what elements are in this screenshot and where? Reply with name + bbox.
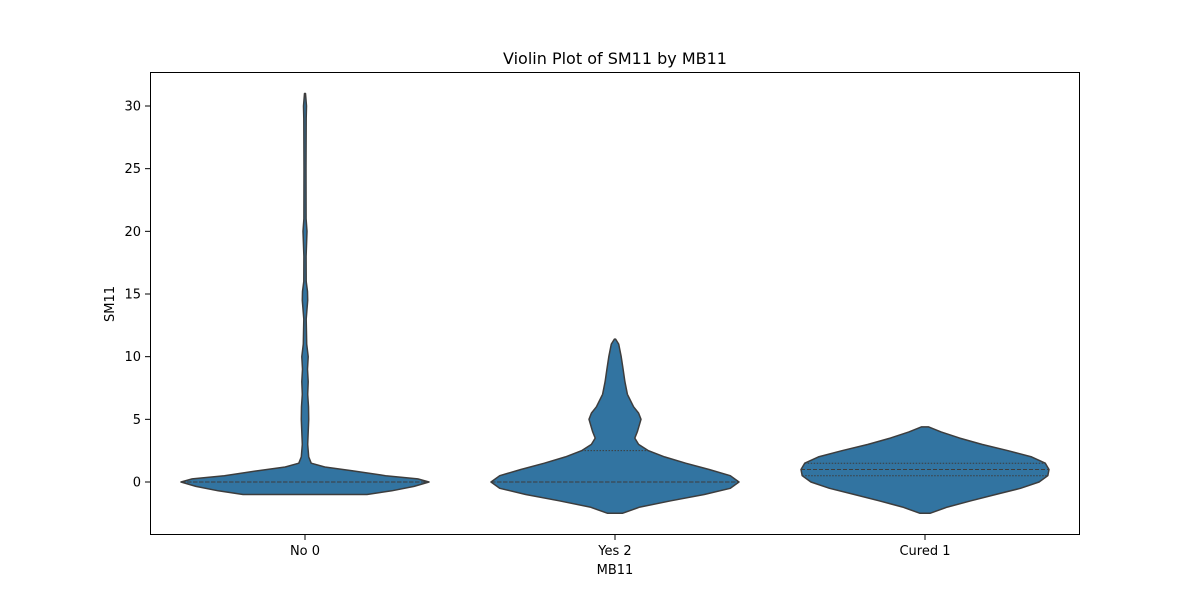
y-tick-label: 25: [124, 162, 141, 177]
y-tick-label: 15: [124, 288, 141, 303]
x-tick-label: No 0: [290, 544, 320, 559]
y-tick-label: 0: [133, 476, 141, 491]
chart-title: Violin Plot of SM11 by MB11: [503, 49, 727, 68]
violin-body: [180, 92, 430, 496]
plot-frame: [150, 72, 1080, 535]
y-tick-label: 20: [124, 225, 141, 240]
y-axis-label: SM11: [103, 286, 118, 322]
x-axis-label: MB11: [597, 563, 634, 578]
y-tick-label: 5: [133, 413, 141, 428]
x-tick-label: Yes 2: [597, 544, 631, 559]
y-tick-label: 30: [124, 100, 141, 115]
x-tick-label: Cured 1: [899, 544, 950, 559]
x-axis-ticks: No 0 Yes 2 Cured 1: [290, 535, 951, 559]
violin-body: [800, 426, 1050, 515]
violins-group: [180, 92, 1050, 515]
y-tick-label: 10: [124, 350, 141, 365]
violin-body: [490, 338, 740, 515]
y-axis-ticks: 0 5 10 15 20 25 30: [124, 100, 150, 491]
